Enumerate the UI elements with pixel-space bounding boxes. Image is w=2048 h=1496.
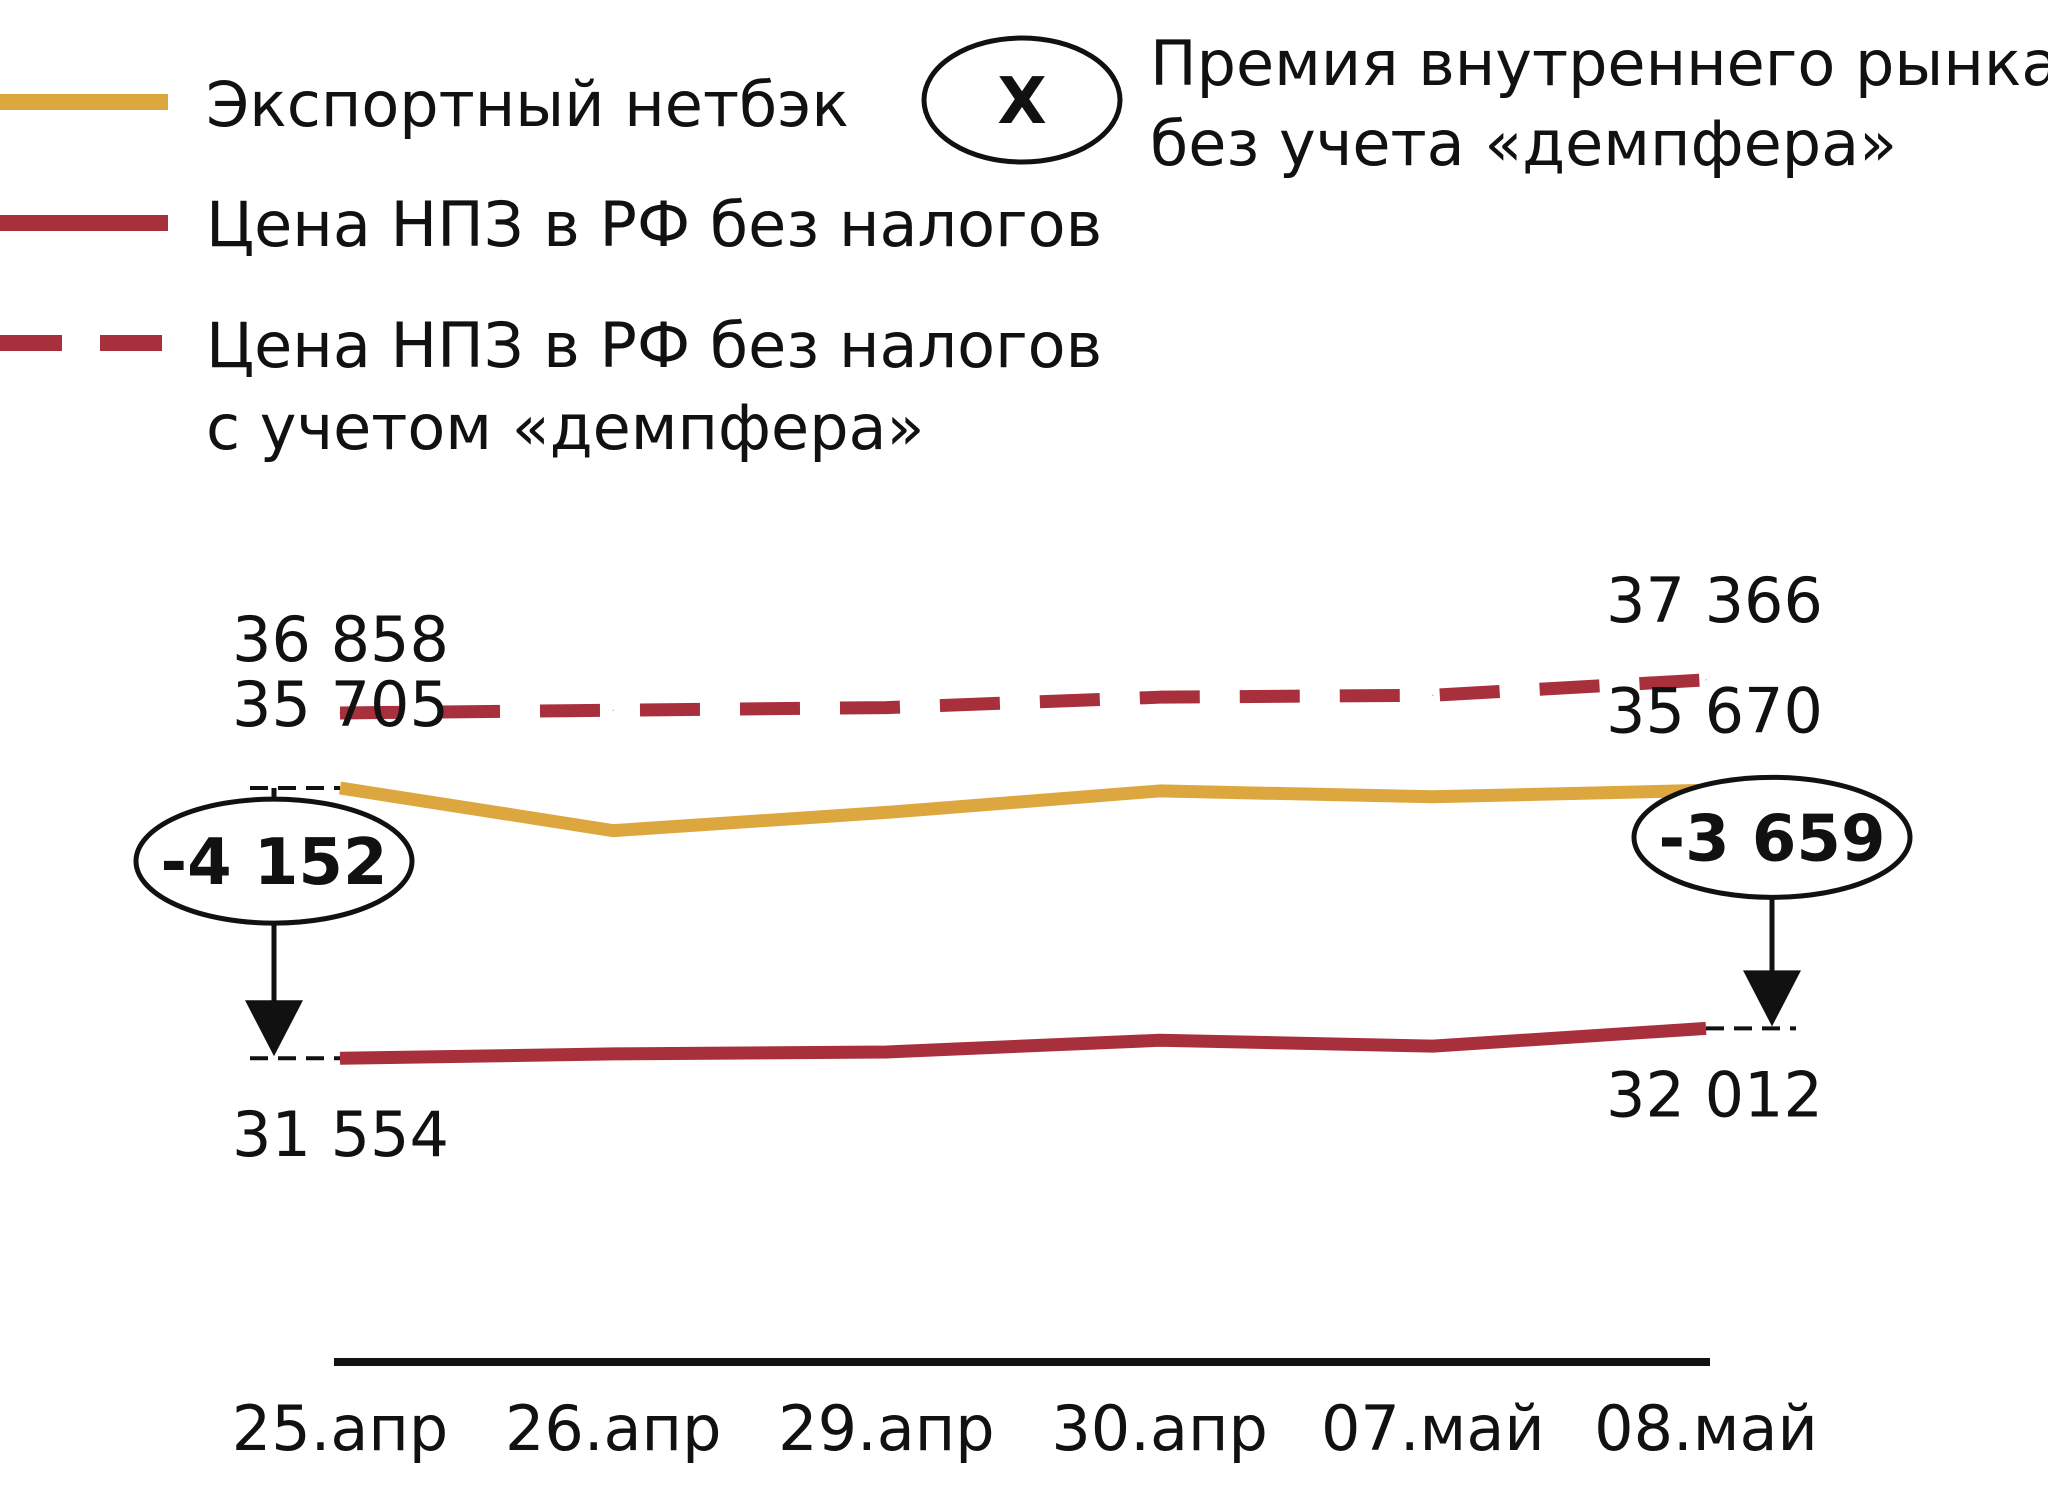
point-refinery-3	[1159, 1039, 1161, 1041]
point-refinery-damper-5	[1705, 679, 1707, 681]
point-refinery-damper-2	[885, 707, 887, 709]
end-premium-ellipse	[1631, 774, 1913, 900]
premium-badge-ellipse	[921, 35, 1123, 165]
point-netback-3	[1159, 790, 1161, 792]
x-tick-label: 08.май	[1594, 1392, 1818, 1465]
end-arrow-head	[1743, 970, 1801, 1027]
x-tick-label: 30.апр	[1051, 1392, 1268, 1465]
point-refinery-damper-3	[1159, 696, 1161, 698]
start-premium-ellipse	[133, 796, 415, 926]
point-refinery-damper-0	[339, 712, 341, 714]
point-refinery-damper-4	[1432, 694, 1434, 696]
end-netback-value-label: 35 670	[1606, 674, 1823, 747]
point-refinery-2	[885, 1051, 887, 1053]
x-tick-label: 29.апр	[778, 1392, 995, 1465]
point-refinery-4	[1432, 1045, 1434, 1047]
x-tick-label: 26.апр	[505, 1392, 722, 1465]
legend-label-refinery: Цена НПЗ в РФ без налогов	[206, 188, 1102, 261]
end-annotation: -3 659 37 366 35 670 32 012	[1606, 564, 1913, 1131]
premium-legend-label: Премия внутреннего рынка без учета «демп…	[1150, 27, 2048, 180]
point-netback-1	[612, 830, 614, 832]
start-netback-value-label: 35 705	[232, 668, 449, 741]
premium-legend-label-line1: Премия внутреннего рынка	[1150, 27, 2048, 100]
x-tick-label: 07.май	[1321, 1392, 1545, 1465]
point-refinery-1	[612, 1053, 614, 1055]
series-line-netback	[338, 781, 1707, 838]
start-premium-label: -4 152	[161, 826, 388, 900]
premium-badge-label: X	[997, 65, 1046, 139]
start-annotation: -4 152 36 858 35 705 31 554	[133, 603, 449, 1171]
premium-legend-label-line2: без учета «демпфера»	[1150, 107, 1897, 180]
legend: Экспортный нетбэк Цена НПЗ в РФ без нало…	[0, 27, 2048, 464]
end-premium-label: -3 659	[1659, 802, 1886, 876]
legend-label-netback: Экспортный нетбэк	[206, 68, 849, 141]
end-refinery-value-label: 32 012	[1606, 1058, 1823, 1131]
x-tick-label: 25.апр	[232, 1392, 449, 1465]
legend-label-refinery-damper-line1: Цена НПЗ в РФ без налогов	[206, 309, 1102, 382]
series-line-refinery	[339, 1021, 1707, 1065]
start-arrow-head	[245, 1000, 303, 1057]
point-netback-4	[1432, 796, 1434, 798]
point-refinery-damper-1	[612, 709, 614, 711]
start-refinery-value-label: 31 554	[232, 1098, 449, 1171]
point-netback-2	[885, 811, 887, 813]
end-dashed-value-label: 37 366	[1606, 564, 1823, 637]
start-dashed-value-label: 36 858	[232, 603, 449, 676]
series-line-refinery-damper	[339, 673, 1707, 720]
legend-label-refinery-damper: Цена НПЗ в РФ без налогов с учетом «демп…	[206, 309, 1122, 464]
series-layer	[338, 673, 1707, 1065]
legend-label-refinery-damper-line2: с учетом «демпфера»	[206, 391, 924, 464]
x-axis-ticks: 25.апр 26.апр 29.апр 30.апр 07.май 08.май	[232, 1392, 1818, 1465]
